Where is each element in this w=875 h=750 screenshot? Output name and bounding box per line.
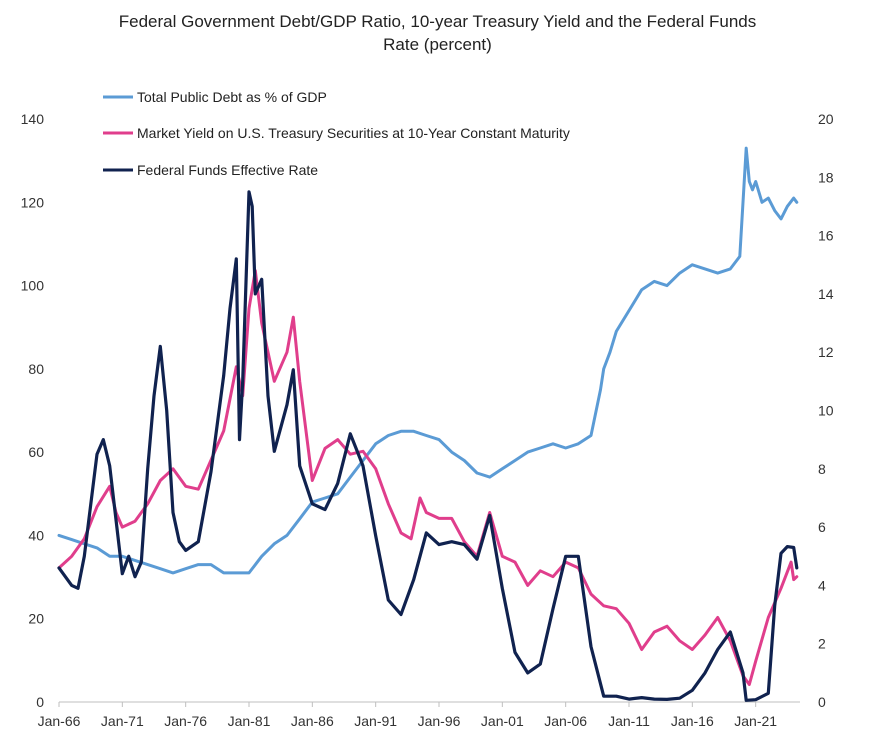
legend-label-3: Federal Funds Effective Rate xyxy=(137,162,318,178)
y-right-tick-label: 6 xyxy=(818,519,826,535)
y-left-tick-label: 0 xyxy=(36,694,44,710)
x-tick-label: Jan-16 xyxy=(671,713,714,729)
x-tick-label: Jan-01 xyxy=(481,713,524,729)
y-right-tick-label: 20 xyxy=(818,111,834,127)
x-tick-label: Jan-81 xyxy=(228,713,271,729)
y-right-tick-label: 0 xyxy=(818,694,826,710)
y-right-tick-label: 18 xyxy=(818,169,834,185)
y-left-tick-label: 60 xyxy=(28,444,44,460)
y-left-tick-label: 80 xyxy=(28,361,44,377)
series-line-2 xyxy=(57,269,799,686)
y-right-tick-label: 4 xyxy=(818,577,826,593)
y-left-tick-label: 120 xyxy=(21,194,45,210)
x-tick-label: Jan-76 xyxy=(164,713,207,729)
legend-label-2: Market Yield on U.S. Treasury Securities… xyxy=(137,125,570,141)
x-tick-label: Jan-11 xyxy=(608,713,650,729)
y-left-tick-label: 20 xyxy=(28,611,44,627)
axes: Jan-66 Jan-71 Jan-76 Jan-81 Jan-86 Jan-91 Jan-… xyxy=(21,111,834,729)
x-tick-label: Jan-86 xyxy=(291,713,334,729)
y-left-tick-label: 40 xyxy=(28,527,44,543)
series-layer xyxy=(57,146,799,702)
y-left-tick-label: 140 xyxy=(21,111,45,127)
chart-title-line-2: Rate (percent) xyxy=(383,35,492,54)
series-line-1 xyxy=(57,146,799,575)
chart-title: Federal Government Debt/GDP Ratio, 10-ye… xyxy=(0,10,875,56)
y-right-tick-label: 12 xyxy=(818,344,834,360)
y-right-tick-label: 16 xyxy=(818,228,834,244)
y-right-tick-label: 10 xyxy=(818,403,834,419)
series-line-3 xyxy=(57,190,799,702)
x-tick-label: Jan-06 xyxy=(544,713,587,729)
legend-label-1: Total Public Debt as % of GDP xyxy=(137,89,327,105)
y-left-tick-label: 100 xyxy=(21,278,45,294)
x-tick-label: Jan-66 xyxy=(38,713,81,729)
x-tick-label: Jan-91 xyxy=(354,713,397,729)
y-right-tick-label: 14 xyxy=(818,286,834,302)
x-tick-label: Jan-96 xyxy=(418,713,461,729)
x-tick-label: Jan-21 xyxy=(734,713,777,729)
y-right-tick-label: 2 xyxy=(818,636,826,652)
y-right-tick-label: 8 xyxy=(818,461,826,477)
chart-title-line-1: Federal Government Debt/GDP Ratio, 10-ye… xyxy=(118,12,757,31)
x-tick-label: Jan-71 xyxy=(101,713,144,729)
legend: Total Public Debt as % of GDP Market Yiel… xyxy=(103,89,570,178)
